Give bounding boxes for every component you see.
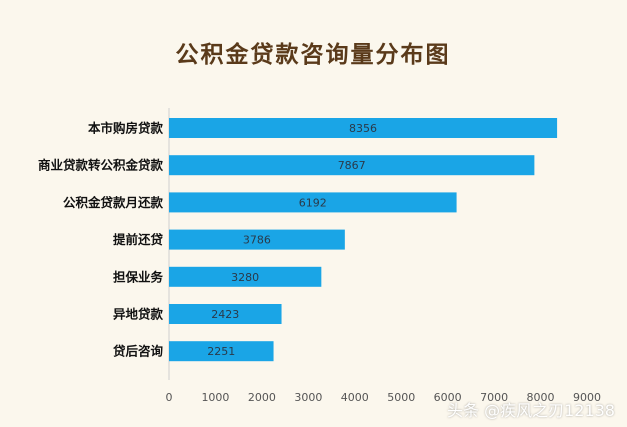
category-label: 贷后咨询	[113, 344, 164, 359]
watermark: 头条 @疾风之刃12138	[447, 401, 615, 420]
data-label: 8356	[349, 122, 377, 135]
chart-title: 公积金贷款咨询量分布图	[176, 41, 451, 68]
category-label: 本市购房贷款	[88, 121, 164, 136]
x-tick-label: 9000	[573, 391, 601, 404]
x-tick-label: 4000	[341, 391, 369, 404]
x-tick-label: 2000	[248, 391, 276, 404]
data-label: 2251	[207, 345, 235, 358]
data-label: 7867	[338, 159, 366, 172]
x-tick-label: 8000	[527, 391, 555, 404]
x-tick-label: 6000	[434, 391, 462, 404]
x-tick-label: 1000	[201, 391, 229, 404]
bar	[169, 304, 282, 324]
x-axis-ticks: 0 1000 2000 3000 4000 5000 6000 7000 8000 9000	[166, 391, 602, 404]
bar	[169, 155, 535, 176]
category-label: 异地贷款	[113, 307, 164, 322]
data-label: 3786	[243, 234, 271, 247]
x-tick-label: 5000	[387, 391, 415, 404]
data-label: 6192	[299, 196, 327, 209]
bar	[169, 266, 322, 287]
bar	[169, 118, 558, 138]
bar	[169, 341, 274, 362]
bar	[169, 229, 345, 250]
category-label: 公积金贷款月还款	[63, 195, 164, 210]
bar	[169, 192, 457, 213]
data-label: 2423	[211, 308, 239, 321]
category-label: 提前还贷	[113, 232, 164, 247]
category-label: 担保业务	[113, 269, 164, 284]
x-tick-label: 7000	[480, 391, 508, 404]
x-tick-label: 0	[166, 391, 173, 404]
category-label: 商业贷款转公积金贷款	[38, 158, 164, 173]
data-label: 3280	[231, 271, 259, 284]
bars-layer: 本市购房贷款 8356 商业贷款转公积金贷款 7867 公积金贷款月还款 6192 提前还贷…	[38, 118, 558, 362]
x-tick-label: 3000	[294, 391, 322, 404]
